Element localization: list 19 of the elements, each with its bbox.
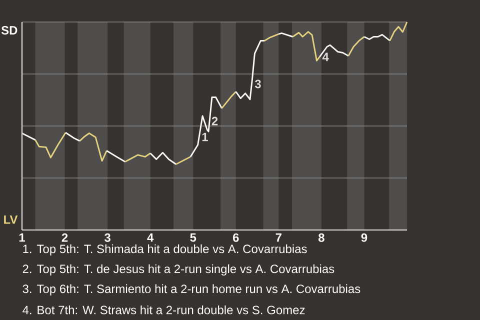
text: 4. Bot 7th: W. Straws hit a 2-run double vs S. Gomez <box>22 305 305 314</box>
annotation: 2 <box>212 116 218 126</box>
text: 3. Top 6th: T. Sarmiento hit a 2-run home run vs A. Covarrubias <box>22 284 360 296</box>
x-tick-label: 6 <box>232 233 239 242</box>
text: 1. Top 5th: T. Shimada hit a double vs A. Covarrubias <box>23 244 307 256</box>
x-tick-label: 5 <box>190 233 196 242</box>
x-tick-label: 7 <box>276 233 282 242</box>
text: 2. Top 5th: T. de Jesus hit a 2-run single vs A. Covarrubias <box>22 264 334 276</box>
x-tick-label: 3 <box>104 233 110 242</box>
x-tick-label: 1 <box>19 233 26 242</box>
annotation: 4 <box>322 52 329 62</box>
x-tick-label: 2 <box>62 233 68 242</box>
text: SD <box>1 26 18 35</box>
x-tick-label: 8 <box>318 233 324 242</box>
x-tick-label: 4 <box>147 233 154 242</box>
text: LV <box>4 215 18 224</box>
x-tick-label: 9 <box>361 233 368 242</box>
annotation: 3 <box>254 80 261 88</box>
annotation: 1 <box>202 132 208 142</box>
